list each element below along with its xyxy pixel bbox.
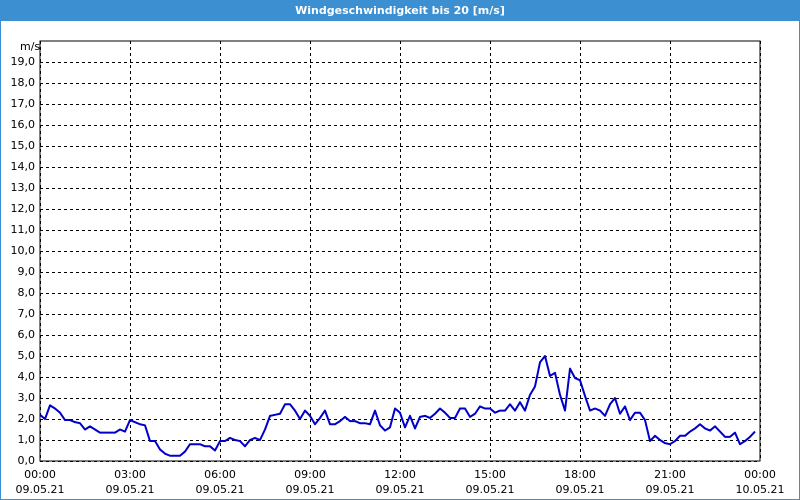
plot — [39, 355, 756, 457]
x-tick-date: 10.05.21 — [736, 483, 785, 496]
y-axis-label: m/s — [20, 40, 40, 53]
x-tick-date: 09.05.21 — [196, 483, 245, 496]
x-tick-date: 09.05.21 — [16, 483, 65, 496]
y-tick-label: 3,0 — [18, 391, 36, 404]
y-tick-label: 0,0 — [18, 454, 36, 467]
y-tick-label: 10,0 — [11, 244, 36, 257]
y-tick-label: 17,0 — [11, 97, 36, 110]
chart-title: Windgeschwindigkeit bis 20 [m/s] — [295, 4, 505, 17]
x-tick-date: 09.05.21 — [646, 483, 695, 496]
y-tick-label: 19,0 — [11, 55, 36, 68]
x-tick-date: 09.05.21 — [376, 483, 425, 496]
x-tick-date: 09.05.21 — [286, 483, 335, 496]
y-tick-label: 4,0 — [18, 370, 36, 383]
y-tick-label: 1,0 — [18, 433, 36, 446]
y-tick-label: 8,0 — [18, 286, 36, 299]
y-tick-label: 6,0 — [18, 328, 36, 341]
y-tick-label: 13,0 — [11, 181, 36, 194]
title-bar — [0, 0, 800, 21]
x-tick-date: 09.05.21 — [106, 483, 155, 496]
grid — [40, 41, 761, 462]
y-tick-label: 15,0 — [11, 139, 36, 152]
y-tick-label: 16,0 — [11, 118, 36, 131]
y-tick-label: 18,0 — [11, 76, 36, 89]
y-tick-label: 7,0 — [18, 307, 36, 320]
y-tick-label: 5,0 — [18, 349, 36, 362]
x-tick-label: 03:00 — [114, 468, 146, 481]
y-tick-label: 12,0 — [11, 202, 36, 215]
y-tick-label: 11,0 — [11, 223, 36, 236]
x-tick-label: 18:00 — [564, 468, 596, 481]
x-tick-label: 00:00 — [744, 468, 776, 481]
series-line — [39, 355, 756, 457]
x-tick-label: 00:00 — [24, 468, 56, 481]
y-tick-label: 9,0 — [18, 265, 36, 278]
y-tick-label: 14,0 — [11, 160, 36, 173]
x-tick-date: 09.05.21 — [556, 483, 605, 496]
plot-frame — [39, 40, 761, 462]
x-tick-label: 12:00 — [384, 468, 416, 481]
x-tick-label: 15:00 — [474, 468, 506, 481]
y-tick-label: 2,0 — [18, 412, 36, 425]
x-tick-label: 06:00 — [204, 468, 236, 481]
x-tick-date: 09.05.21 — [466, 483, 515, 496]
x-tick-label: 21:00 — [654, 468, 686, 481]
x-tick-label: 09:00 — [294, 468, 326, 481]
